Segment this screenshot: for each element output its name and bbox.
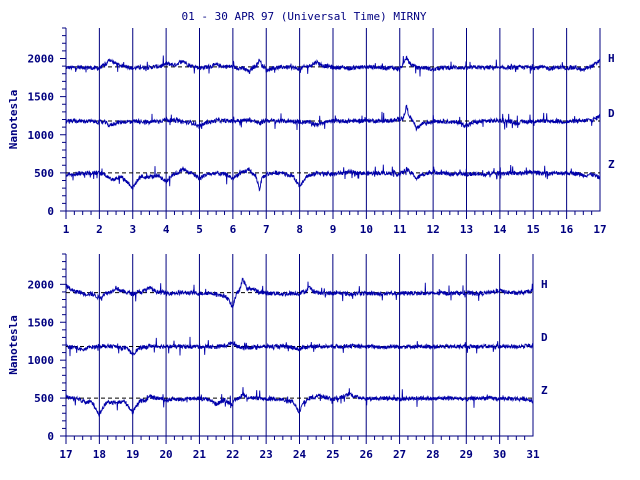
chart-title: 01 - 30 APR 97 (Universal Time) MIRNY [181,10,426,23]
x-tick-label: 2 [96,223,103,236]
series-label-z: Z [541,384,548,397]
series-label-d: D [541,331,548,344]
x-tick-label: 13 [460,223,473,236]
x-tick-label: 17 [59,448,72,461]
x-tick-label: 15 [527,223,540,236]
x-tick-label: 16 [560,223,574,236]
x-tick-label: 7 [263,223,270,236]
x-tick-label: 19 [126,448,139,461]
x-tick-label: 11 [393,223,407,236]
x-tick-label: 26 [360,448,374,461]
x-tick-label: 17 [593,223,606,236]
series-line-d [65,336,534,357]
x-tick-label: 14 [493,223,507,236]
x-tick-label: 4 [163,223,170,236]
x-tick-label: 20 [159,448,172,461]
x-tick-label: 6 [230,223,237,236]
series-label-h: H [541,278,548,291]
y-tick-label: 500 [34,167,54,180]
y-axis-label: Nanotesla [7,90,20,150]
series-line-z [65,387,534,417]
chart-panel-bottom: 0 500 1000 1500 2000 17 18 19 20 21 22 23 24 25 26 27 28… [7,253,548,461]
x-tick-label: 10 [360,223,373,236]
x-tick-label: 30 [493,448,506,461]
y-tick-label: 1000 [28,354,55,367]
x-tick-label: 23 [260,448,273,461]
y-tick-label: 2000 [28,53,55,66]
y-tick-label: 0 [47,430,54,443]
y-axis-label: Nanotesla [7,315,20,375]
x-tick-label: 3 [129,223,136,236]
x-tick-label: 18 [93,448,106,461]
series-label-d: D [608,107,615,120]
y-tick-label: 0 [47,205,54,218]
x-tick-label: 12 [427,223,440,236]
series-line-d [65,104,601,132]
series-label-h: H [608,52,615,65]
series-line-h [65,277,534,309]
x-tick-label: 24 [293,448,307,461]
y-tick-label: 1500 [28,91,55,104]
x-tick-label: 21 [193,448,207,461]
y-tick-label: 1000 [28,129,55,142]
series-line-z [65,164,601,192]
series-line-h [65,55,601,77]
x-tick-label: 29 [460,448,473,461]
y-tick-label: 1500 [28,316,55,329]
x-tick-label: 28 [426,448,439,461]
series-label-z: Z [608,158,615,171]
x-tick-label: 5 [196,223,203,236]
y-tick-label: 500 [34,392,54,405]
x-tick-label: 31 [526,448,540,461]
x-tick-label: 8 [296,223,303,236]
x-tick-label: 1 [63,223,70,236]
x-tick-label: 9 [330,223,337,236]
x-tick-label: 27 [393,448,406,461]
y-tick-label: 2000 [28,278,55,291]
x-tick-label: 22 [226,448,239,461]
x-tick-label: 25 [326,448,339,461]
